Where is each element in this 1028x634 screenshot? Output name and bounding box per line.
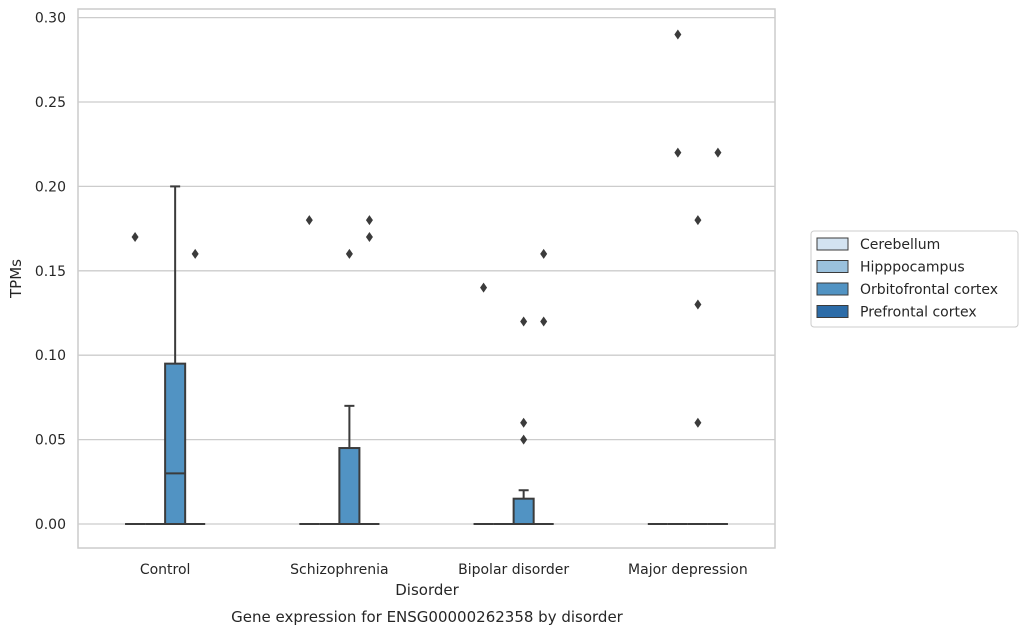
box-group [533,248,554,525]
outlier-point [131,232,139,243]
y-tick-label: 0.30 [35,11,66,27]
outlier-point [520,316,528,327]
outlier-point [520,434,528,445]
box-group [338,248,361,526]
chart-caption: Gene expression for ENSG00000262358 by d… [231,608,624,626]
outlier-point [345,248,353,259]
box-group [359,215,380,525]
outlier-point [540,316,548,327]
legend-frame [810,230,1019,328]
outlier-point [674,147,682,158]
box-group [687,215,708,525]
grid-lines [78,16,775,525]
outlier-point [305,215,313,226]
legend-swatch [816,260,849,273]
outlier-point [540,248,548,259]
outlier-point [674,29,682,40]
outlier-point [365,215,373,226]
x-axis-label: Disorder [395,581,459,599]
x-tick-label: Major depression [628,562,748,578]
x-tick-label: Schizophrenia [290,562,388,578]
box-group [299,215,320,525]
outlier-point [365,232,373,243]
legend-swatch [816,305,849,318]
box [164,362,187,526]
box-group [667,29,688,525]
x-tick-labels: Control Schizophrenia Bipolar disorder Majo… [140,562,748,578]
y-tick-label: 0.05 [35,433,66,449]
legend-swatch [816,282,849,296]
box-group [707,147,728,525]
y-tick-label: 0.25 [35,95,66,111]
box-group [473,282,494,525]
box-group [512,316,535,525]
box-group [185,248,206,525]
outlier-point [714,147,722,158]
legend-label: Hipppocampus [860,260,965,276]
y-tick-label: 0.00 [35,517,66,533]
y-tick-labels: 0.00 0.05 0.10 0.15 0.20 0.25 0.30 [35,11,66,533]
legend-label: Prefrontal cortex [860,305,977,321]
outlier-point [520,417,528,428]
legend-label: Cerebellum [860,237,940,253]
boxes [125,29,728,526]
outlier-point [694,299,702,310]
outlier-point [694,417,702,428]
box-group [164,185,187,526]
outlier-point [694,215,702,226]
legend-swatch [816,237,849,251]
y-tick-label: 0.15 [35,264,66,280]
x-tick-label: Bipolar disorder [458,562,569,578]
y-axis-label: TPMs [7,259,25,299]
box [338,447,361,526]
outlier-point [480,282,488,293]
legend: Cerebellum Hipppocampus Orbitofrontal cort… [810,230,1019,328]
box-group [125,232,146,525]
legend-label: Orbitofrontal cortex [860,282,998,298]
x-tick-label: Control [140,562,191,578]
outlier-point [191,248,199,259]
y-tick-label: 0.10 [35,348,66,364]
plot-area [77,8,776,549]
y-tick-label: 0.20 [35,179,66,195]
box [512,497,535,525]
